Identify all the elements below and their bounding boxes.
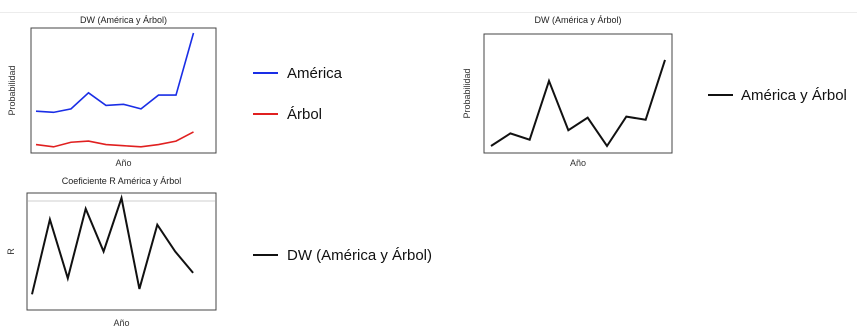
chart-3: Coeficiente R América y Árbol Año R DW (Amé… — [6, 176, 432, 328]
y-axis-label: Probabilidad — [462, 68, 472, 118]
chart-2: DW (América y Árbol) Año Probabilidad Améri… — [462, 15, 847, 168]
x-axis-label: Año — [115, 158, 131, 168]
chart-1: DW (América y Árbol) Año Probabilidad Améri… — [7, 15, 343, 168]
y-axis-label: Probabilidad — [7, 65, 17, 115]
chart-title: DW (América y Árbol) — [534, 15, 621, 25]
chart-title: Coeficiente R América y Árbol — [62, 176, 182, 186]
plot-frame — [30, 27, 217, 154]
y-axis-label: R — [6, 248, 16, 255]
legend-label: Árbol — [287, 106, 322, 123]
legend-label: América y Árbol — [741, 87, 847, 104]
plot-frame — [26, 192, 217, 311]
x-axis-label: Año — [113, 318, 129, 328]
series-line-1 — [35, 32, 195, 114]
plot-frame — [483, 33, 673, 154]
series-line-2 — [35, 131, 194, 148]
top-divider — [0, 12, 857, 13]
legend-label: América — [287, 65, 343, 82]
x-axis-label: Año — [570, 158, 586, 168]
series-line-1 — [490, 59, 666, 148]
chart-title: DW (América y Árbol) — [80, 15, 167, 25]
legend-label: DW (América y Árbol) — [287, 247, 432, 264]
series-line-1 — [31, 194, 194, 295]
